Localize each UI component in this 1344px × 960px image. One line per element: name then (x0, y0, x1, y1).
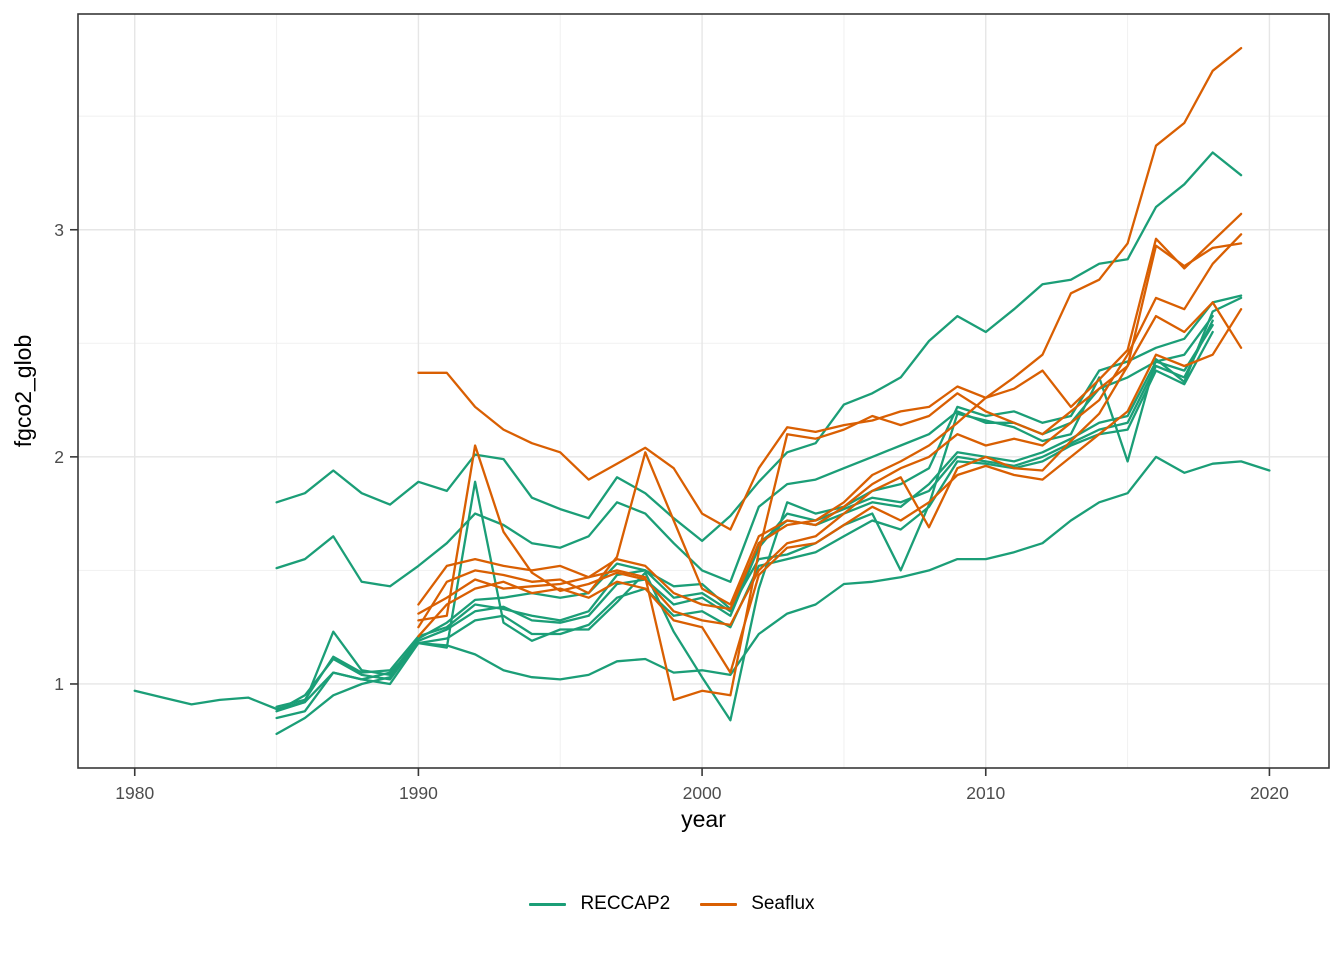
legend: RECCAP2 Seaflux (0, 893, 1344, 915)
x-tick-label-2020: 2020 (1250, 783, 1289, 803)
y-axis-title: fgco2_glob (10, 334, 36, 448)
series-line-Seaflux-6 (417, 308, 1243, 674)
series-line-Seaflux-3 (417, 301, 1243, 627)
series-line-Seaflux-1 (417, 46, 1243, 531)
y-tick-label-3: 3 (54, 220, 64, 240)
panel-border (77, 13, 1330, 769)
legend-item-seaflux: Seaflux (700, 893, 815, 915)
legend-item-reccap2: RECCAP2 (529, 893, 670, 915)
series-line-RECCAP2-1 (133, 455, 1271, 711)
legend-line-swatch (529, 902, 567, 906)
series-line-Seaflux-2 (417, 212, 1243, 611)
x-tick-label-1990: 1990 (399, 783, 438, 803)
series-line-RECCAP2-4 (275, 294, 1243, 736)
series-line-RECCAP2-3 (275, 314, 1214, 588)
legend-line-swatch (700, 902, 738, 906)
series-line-Seaflux-4 (417, 233, 1243, 629)
x-tick-label-1980: 1980 (115, 783, 154, 803)
panel-background (78, 14, 1329, 768)
x-tick-label-2010: 2010 (966, 783, 1005, 803)
x-axis-title: year (681, 806, 726, 832)
y-tick-label-1: 1 (54, 674, 64, 694)
series-line-RECCAP2-2 (275, 151, 1243, 543)
y-tick-label-2: 2 (54, 447, 64, 467)
series-line-RECCAP2-6 (275, 319, 1214, 713)
legend-label: RECCAP2 (580, 893, 671, 914)
x-tick-label-2000: 2000 (683, 783, 722, 803)
series-line-Seaflux-5 (417, 242, 1243, 702)
legend-label: Seaflux (751, 893, 815, 914)
